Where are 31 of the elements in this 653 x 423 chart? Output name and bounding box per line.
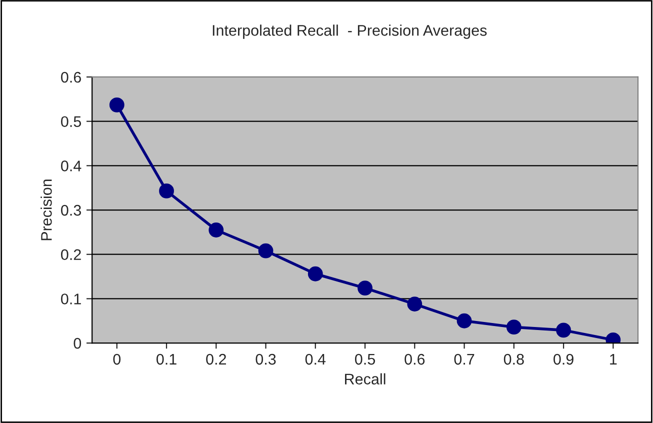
y-tick-label: 0.2 <box>61 249 81 260</box>
x-tick-label: 0.8 <box>504 354 524 365</box>
x-tick-label: 0 <box>113 354 121 365</box>
x-tick-label: 0.4 <box>305 354 326 365</box>
x-tick-label: 0.9 <box>554 354 574 365</box>
point <box>407 296 422 312</box>
x-tick-label: 0.1 <box>156 354 176 365</box>
point <box>159 183 174 198</box>
x-tick-label: 1 <box>610 354 617 365</box>
point <box>308 266 323 282</box>
y-tick-label: 0.6 <box>61 72 81 83</box>
y-tick-label: 0.5 <box>61 116 82 128</box>
point <box>258 243 274 258</box>
x-tick-label: 0.2 <box>206 354 226 365</box>
point <box>358 280 372 296</box>
point <box>109 97 124 112</box>
chart-title: Interpolated Recall - Precision Averages <box>212 24 487 39</box>
x-tick-label: 0.5 <box>355 354 376 365</box>
point <box>506 320 522 335</box>
y-tick-label: 0.1 <box>61 294 81 304</box>
point <box>208 222 224 238</box>
x-tick-label: 0.7 <box>454 354 474 365</box>
x-tick-label: 0.6 <box>404 354 425 365</box>
y-tick-label: 0.3 <box>61 204 81 216</box>
point <box>456 313 472 328</box>
y-tick-label: 0.4 <box>61 160 82 172</box>
x-tick-label: 0.3 <box>256 354 276 365</box>
y-tick-label: 0 <box>74 338 82 349</box>
y-axis-title: Precision <box>40 180 52 240</box>
x-axis-title: Recall <box>345 373 386 384</box>
point <box>556 322 572 338</box>
